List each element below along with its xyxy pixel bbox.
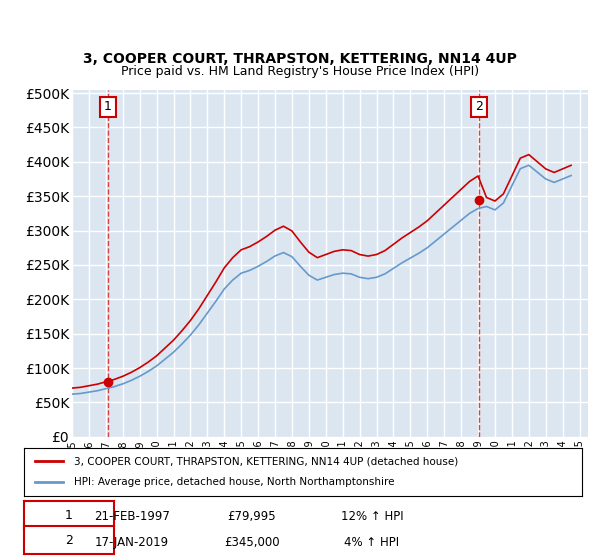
Text: 17-JAN-2019: 17-JAN-2019 — [95, 535, 169, 549]
Text: 3, COOPER COURT, THRAPSTON, KETTERING, NN14 4UP (detached house): 3, COOPER COURT, THRAPSTON, KETTERING, N… — [74, 456, 458, 466]
Text: 4% ↑ HPI: 4% ↑ HPI — [344, 535, 400, 549]
Text: Price paid vs. HM Land Registry's House Price Index (HPI): Price paid vs. HM Land Registry's House … — [121, 65, 479, 78]
Text: 3, COOPER COURT, THRAPSTON, KETTERING, NN14 4UP: 3, COOPER COURT, THRAPSTON, KETTERING, N… — [83, 52, 517, 66]
Text: 2: 2 — [65, 534, 73, 547]
Text: £79,995: £79,995 — [227, 510, 277, 523]
Text: 12% ↑ HPI: 12% ↑ HPI — [341, 510, 403, 523]
Text: 1: 1 — [65, 508, 73, 522]
Text: 1: 1 — [104, 100, 112, 113]
Text: 21-FEB-1997: 21-FEB-1997 — [94, 510, 170, 523]
Text: HPI: Average price, detached house, North Northamptonshire: HPI: Average price, detached house, Nort… — [74, 477, 395, 487]
Text: 2: 2 — [475, 100, 483, 113]
Text: £345,000: £345,000 — [224, 535, 280, 549]
